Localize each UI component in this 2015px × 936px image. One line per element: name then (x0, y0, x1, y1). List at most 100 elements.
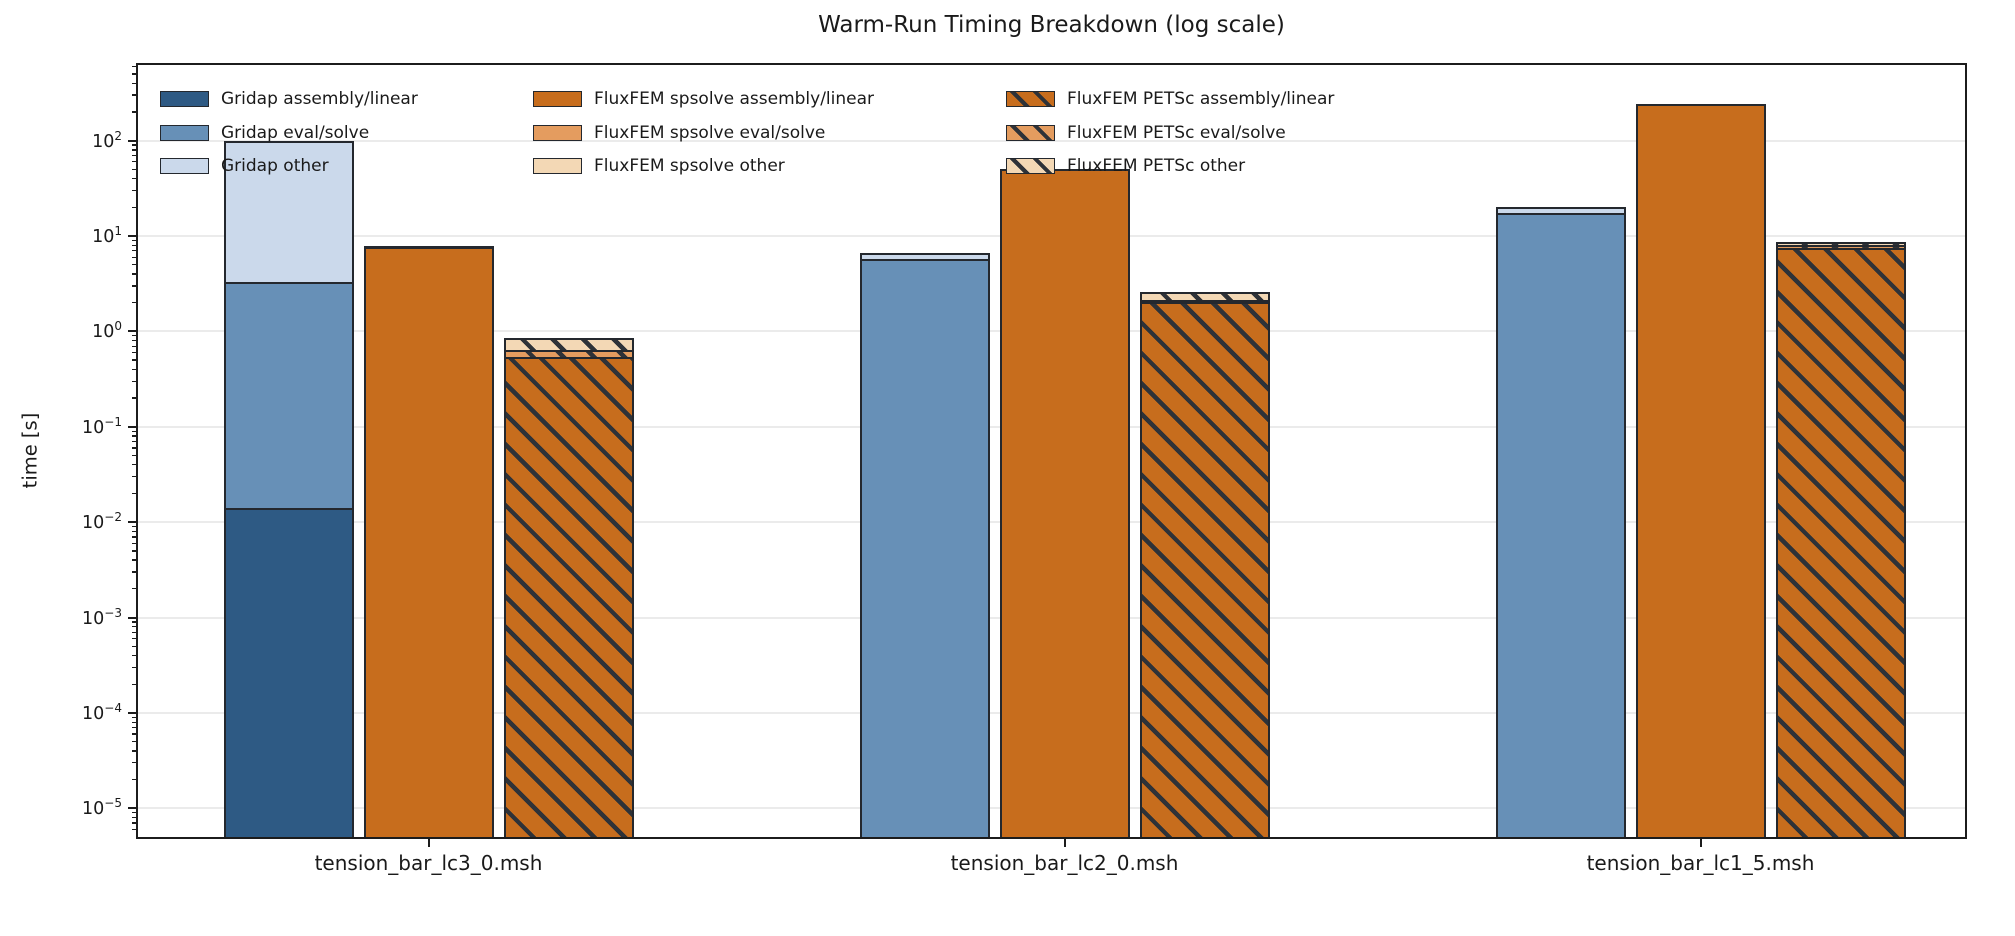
y-minor-tick (132, 339, 136, 342)
legend-label: FluxFEM PETSc other (1067, 156, 1246, 176)
y-minor-tick (132, 435, 136, 437)
legend-swatch (533, 124, 582, 141)
legend-swatch (533, 158, 582, 174)
y-minor-tick (132, 335, 136, 337)
bar-segment-fluxfem-petsc-other (1775, 241, 1906, 245)
legend-item: FluxFEM spsolve assembly/linear (533, 89, 893, 109)
y-minor-tick (132, 149, 136, 151)
y-tick-label: 10−2 (82, 510, 122, 533)
y-minor-tick (132, 683, 136, 685)
bar-segment-fluxfem-spsolve-assembly-linear (999, 169, 1130, 837)
bar-segment-fluxfem-petsc-assembly-linear (1139, 301, 1270, 837)
legend-item: FluxFEM PETSc assembly/linear (1006, 89, 1366, 109)
legend-label: FluxFEM spsolve eval/solve (594, 122, 826, 143)
y-minor-tick (132, 244, 136, 246)
y-tick (128, 807, 136, 810)
y-minor-tick (132, 542, 136, 544)
legend-item: Gridap other (160, 156, 520, 176)
legend-label: FluxFEM spsolve assembly/linear (594, 89, 875, 109)
y-minor-tick (132, 727, 136, 729)
y-minor-tick (132, 536, 136, 538)
legend-label: FluxFEM PETSc eval/solve (1067, 122, 1286, 143)
y-minor-tick (132, 177, 136, 180)
y-minor-tick (132, 525, 136, 528)
y-minor-tick (132, 73, 136, 75)
y-minor-tick (132, 778, 136, 781)
legend-label: Gridap other (221, 156, 329, 176)
y-minor-tick (132, 206, 136, 208)
legend-swatch (1006, 91, 1055, 107)
legend-item: FluxFEM PETSc other (1006, 156, 1366, 176)
y-tick (128, 616, 136, 619)
x-tick-label: tension_bar_lc1_5.msh (1586, 851, 1815, 875)
legend-swatch (1006, 124, 1055, 141)
bar-segment-fluxfem-petsc-assembly-linear (503, 356, 634, 837)
bar-segment-fluxfem-petsc-eval-solve (503, 349, 634, 357)
bar-segment-fluxfem-petsc-eval-solve (1775, 244, 1906, 248)
y-minor-tick (132, 82, 136, 84)
y-minor-tick (132, 447, 136, 449)
y-minor-tick (132, 492, 136, 495)
bar-segment-fluxfem-petsc-assembly-linear (1775, 247, 1906, 837)
y-minor-tick (132, 368, 136, 370)
y-minor-tick (132, 430, 136, 432)
y-minor-tick (132, 111, 136, 113)
bar-segment-fluxfem-petsc-other (503, 338, 634, 350)
y-minor-tick (132, 464, 136, 466)
x-tick-label: tension_bar_lc2_0.msh (950, 851, 1179, 875)
y-minor-tick (132, 380, 136, 382)
bar-segment-thin (999, 168, 1130, 172)
y-tick-label: 100 (92, 319, 122, 343)
y-minor-tick (132, 454, 136, 457)
y-minor-tick (132, 302, 136, 304)
bar-segment-gridap-eval-solve (859, 259, 990, 837)
legend-swatch (160, 158, 209, 174)
y-tick-label: 10−4 (82, 700, 122, 724)
y-minor-tick (132, 588, 136, 590)
y-minor-tick (132, 530, 136, 533)
y-minor-tick (132, 351, 136, 354)
legend-label: Gridap eval/solve (221, 122, 370, 143)
y-minor-tick (132, 397, 136, 399)
y-minor-tick (132, 631, 136, 633)
y-minor-tick (132, 359, 136, 361)
y-minor-tick (132, 812, 136, 814)
y-minor-tick (132, 716, 136, 718)
y-tick-label: 10−5 (82, 796, 122, 820)
bar-segment-gridap-other (1495, 207, 1626, 213)
y-minor-tick (132, 654, 136, 657)
bar-segment-gridap-other (223, 141, 354, 282)
y-minor-tick (132, 161, 136, 163)
legend-label: Gridap assembly/linear (221, 89, 418, 109)
chart-title: Warm-Run Timing Breakdown (log scale) (818, 12, 1285, 38)
x-tick (1063, 839, 1066, 847)
y-minor-tick (132, 762, 136, 764)
y-minor-tick (132, 264, 136, 266)
y-minor-tick (132, 189, 136, 192)
y-minor-tick (132, 645, 136, 647)
y-minor-tick (132, 559, 136, 561)
y-minor-tick (132, 721, 136, 723)
y-minor-tick (132, 345, 136, 347)
y-minor-tick (132, 239, 136, 242)
y-minor-tick (132, 822, 136, 824)
y-minor-tick (132, 621, 136, 623)
legend-swatch (533, 91, 582, 107)
bar-segment-gridap-assembly-linear (223, 508, 354, 837)
y-minor-tick (132, 828, 136, 831)
y-tick-label: 10−3 (82, 605, 122, 629)
plot-area (136, 63, 1967, 839)
legend-label: FluxFEM PETSc assembly/linear (1067, 89, 1335, 109)
bar-segment-thin (1635, 103, 1766, 107)
y-minor-tick (132, 476, 136, 478)
legend-swatch (1006, 158, 1055, 174)
y-minor-tick (132, 250, 136, 252)
y-minor-tick (132, 273, 136, 275)
bar-segment-fluxfem-petsc-other (1139, 291, 1270, 300)
y-tick (128, 711, 136, 714)
legend-item: FluxFEM spsolve other (533, 156, 893, 176)
x-tick (1699, 839, 1702, 847)
y-minor-tick (132, 94, 136, 96)
y-minor-tick (132, 733, 136, 735)
